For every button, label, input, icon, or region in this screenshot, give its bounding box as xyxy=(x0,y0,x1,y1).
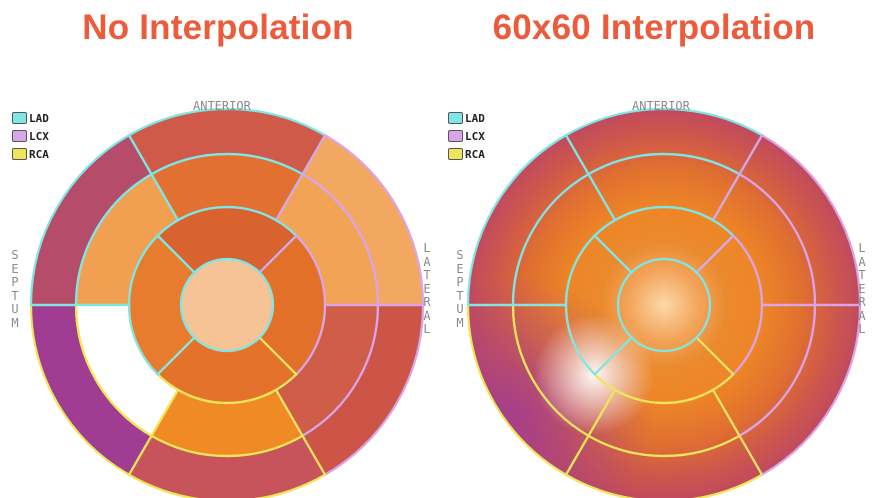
legend-label-rca: RCA xyxy=(29,147,49,161)
lad-swatch xyxy=(448,112,463,124)
legend-item-lcx: LCX xyxy=(12,127,49,145)
legend-label-lcx: LCX xyxy=(465,129,485,143)
segment-5 xyxy=(302,305,423,475)
rca-swatch xyxy=(448,148,463,160)
segment-12 xyxy=(276,174,378,305)
low-uptake-shading xyxy=(468,109,860,498)
legend-label-lcx: LCX xyxy=(29,129,49,143)
segment-9 xyxy=(76,305,178,436)
septum-label: SEPTUM xyxy=(11,248,19,330)
segment-border-17 xyxy=(616,257,712,353)
segment-6 xyxy=(302,135,423,305)
segment-16 xyxy=(259,235,325,375)
legend-label-lad: LAD xyxy=(29,111,49,125)
legend-item-rca: RCA xyxy=(12,145,49,163)
lcx-swatch xyxy=(12,130,27,142)
segment-8 xyxy=(76,174,178,305)
segment-2 xyxy=(31,135,152,305)
segment-3 xyxy=(31,305,152,475)
legend-item-rca: RCA xyxy=(448,145,485,163)
territory-legend: LAD LCX RCA xyxy=(448,109,485,163)
anterior-label: ANTERIOR xyxy=(193,99,251,113)
anterior-label: ANTERIOR xyxy=(632,99,690,113)
segment-10 xyxy=(151,389,303,456)
segment-14 xyxy=(129,235,195,375)
interpolation-panel: 60x60 Interpolation LAD LCX RCA ANTERIOR… xyxy=(436,0,872,498)
legend-item-lcx: LCX xyxy=(448,127,485,145)
segment-17 xyxy=(181,259,273,351)
lateral-label: LATERAL xyxy=(858,241,866,336)
segment-11 xyxy=(276,305,378,436)
territory-legend: LAD LCX RCA xyxy=(12,109,49,163)
septum-label: SEPTUM xyxy=(456,248,464,330)
segment-15 xyxy=(157,337,297,403)
bullseye-plot-no-interpolation xyxy=(29,107,425,498)
legend-label-lad: LAD xyxy=(465,111,485,125)
segment-border-17 xyxy=(179,257,275,353)
segment-1 xyxy=(129,108,325,175)
lcx-swatch xyxy=(448,130,463,142)
legend-item-lad: LAD xyxy=(448,109,485,127)
bullseye-plot-interpolated xyxy=(466,107,862,498)
lateral-label: LATERAL xyxy=(423,241,431,336)
legend-label-rca: RCA xyxy=(465,147,485,161)
lad-swatch xyxy=(12,112,27,124)
segment-4 xyxy=(129,435,325,498)
no-interpolation-panel: No Interpolation LAD LCX RCA ANTERIOR SE… xyxy=(11,8,431,498)
panel-title: 60x60 Interpolation xyxy=(492,8,816,47)
segment-7 xyxy=(151,153,303,221)
segment-13 xyxy=(157,207,297,273)
legend-item-lad: LAD xyxy=(12,109,49,127)
rca-swatch xyxy=(12,148,27,160)
panel-title: No Interpolation xyxy=(82,8,354,47)
